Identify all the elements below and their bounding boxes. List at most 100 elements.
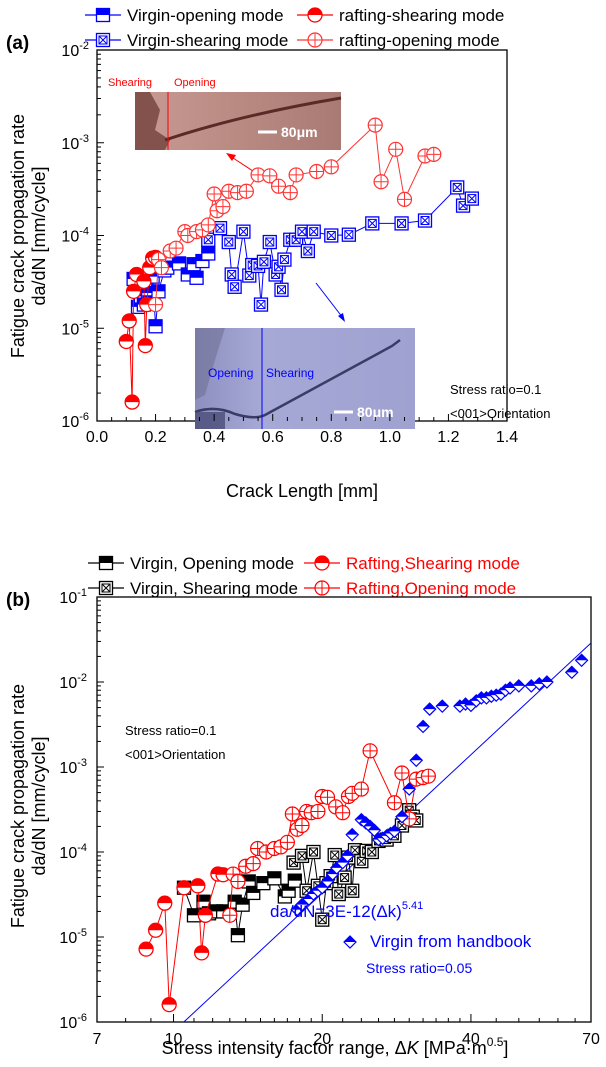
x-tick-label: 1.2 xyxy=(437,429,459,446)
x-tick-label: 0.6 xyxy=(262,429,284,446)
data-point xyxy=(324,228,339,243)
inset-label-shearing-red: Shearing xyxy=(108,77,152,89)
x-axis-label-b: Stress intensity factor range, ΔK [MPa·m… xyxy=(162,1035,509,1058)
x-axis-label-b-sup: 0.5 xyxy=(487,1035,504,1049)
panel-b: (b) Virgin, Opening mode Rafting,Shearing… xyxy=(6,554,600,1058)
handbook-legend-label: Virgin from handbook xyxy=(370,932,532,951)
legend-label: Virgin, Shearing mode xyxy=(130,579,298,598)
data-point xyxy=(121,313,137,329)
legend-label: rafting-shearing mode xyxy=(339,6,504,25)
data-point xyxy=(193,945,210,961)
x-tick-label: 1.0 xyxy=(379,429,401,446)
inset-label-shearing-blue: Shearing xyxy=(266,366,314,380)
data-point xyxy=(409,753,424,768)
data-point xyxy=(227,279,242,294)
series-virgin-from-handbook xyxy=(290,653,589,917)
legend-label: Rafting,Shearing mode xyxy=(346,554,520,573)
inset-image-rafting: 80μm xyxy=(135,92,342,150)
data-point xyxy=(256,876,271,891)
data-point xyxy=(435,699,450,713)
annotation-stress-ratio-a: Stress ratio=0.1 xyxy=(450,382,541,397)
data-point xyxy=(294,817,310,834)
data-point xyxy=(394,216,409,231)
annotation-stress-ratio-b: Stress ratio=0.1 xyxy=(125,723,216,738)
data-point xyxy=(256,254,272,269)
data-point xyxy=(345,883,360,898)
data-point xyxy=(367,117,383,133)
arrowhead-red xyxy=(226,153,236,161)
legend-label: Rafting,Opening mode xyxy=(346,579,516,598)
panel-label-a: (a) xyxy=(6,33,29,54)
data-point xyxy=(373,174,389,190)
data-point xyxy=(362,743,378,759)
data-point xyxy=(270,178,287,194)
x-tick-label: 40 xyxy=(462,1031,480,1048)
data-point xyxy=(238,183,254,199)
data-point xyxy=(306,844,321,860)
series-rafting-shearing-mode xyxy=(138,866,231,1013)
data-point xyxy=(230,928,246,943)
y-axis-label-a-line2: da/dN [mm/cycle] xyxy=(29,166,49,305)
data-point xyxy=(402,782,417,796)
arrow-virgin-to-inset xyxy=(315,282,344,319)
legend-entry: Rafting,Opening mode xyxy=(304,579,516,598)
legend-entry: Virgin, Opening mode xyxy=(88,554,294,573)
data-point xyxy=(396,191,413,208)
data-point xyxy=(420,768,436,784)
x-tick-label: 0.0 xyxy=(86,429,108,446)
data-point xyxy=(267,871,282,886)
panel-a: (a) Virgin-opening mode rafting-shearing … xyxy=(6,6,550,501)
data-point xyxy=(124,394,140,410)
data-point xyxy=(176,880,192,896)
data-point xyxy=(294,848,310,864)
data-point xyxy=(288,167,304,183)
data-point xyxy=(310,803,326,820)
data-point xyxy=(235,897,250,912)
data-point xyxy=(190,878,206,894)
y-tick-label: 10-4 xyxy=(59,842,87,862)
annotation-orientation-b: <001>Orientation xyxy=(125,747,225,762)
legend-entry: Virgin, Shearing mode xyxy=(88,579,298,598)
data-point xyxy=(151,284,166,299)
data-point xyxy=(230,873,246,890)
data-point xyxy=(282,185,298,201)
data-point xyxy=(306,224,321,239)
axes-b: 7 10 20 40 70 10-6 10-5 10-4 10-3 10-2 10-1 xyxy=(59,587,600,1048)
series-virgin-shearing-mode xyxy=(201,180,480,312)
data-point xyxy=(245,856,261,872)
data-point xyxy=(137,337,153,354)
x-tick-label: 10 xyxy=(165,1031,183,1048)
fit-equation-exponent: 5.41 xyxy=(402,900,423,912)
data-point xyxy=(215,198,231,215)
scale-bar-label-blue: 80μm xyxy=(357,404,394,420)
data-point xyxy=(387,824,402,839)
data-point xyxy=(294,224,310,239)
fit-equation-label: da/dN=3E-12(Δk)5.41 xyxy=(270,900,423,921)
data-point xyxy=(540,675,554,689)
data-point xyxy=(315,912,330,927)
y-tick-label: 10-3 xyxy=(61,133,89,153)
data-point xyxy=(253,297,269,312)
x-tick-label: 0.2 xyxy=(144,429,166,446)
x-tick-label: 20 xyxy=(313,1031,331,1048)
y-axis-label-a-line1: Fatigue crack propagation rate xyxy=(8,114,28,358)
data-point xyxy=(335,805,351,821)
data-point xyxy=(341,227,357,242)
data-point xyxy=(386,795,403,811)
data-point xyxy=(171,256,187,271)
x-tick-label: 1.4 xyxy=(496,429,518,446)
data-point xyxy=(197,907,214,923)
y-tick-label: 10-6 xyxy=(61,411,89,431)
data-point xyxy=(309,163,325,180)
legend-marker-crossed-square-icon xyxy=(95,32,111,48)
data-point xyxy=(364,844,379,860)
x-tick-label: 0.4 xyxy=(203,429,225,446)
data-point xyxy=(574,653,589,668)
data-point xyxy=(417,213,433,228)
data-point xyxy=(157,895,173,911)
data-point xyxy=(353,781,369,797)
data-point xyxy=(201,246,216,261)
data-point xyxy=(416,719,430,734)
data-point xyxy=(274,282,289,297)
